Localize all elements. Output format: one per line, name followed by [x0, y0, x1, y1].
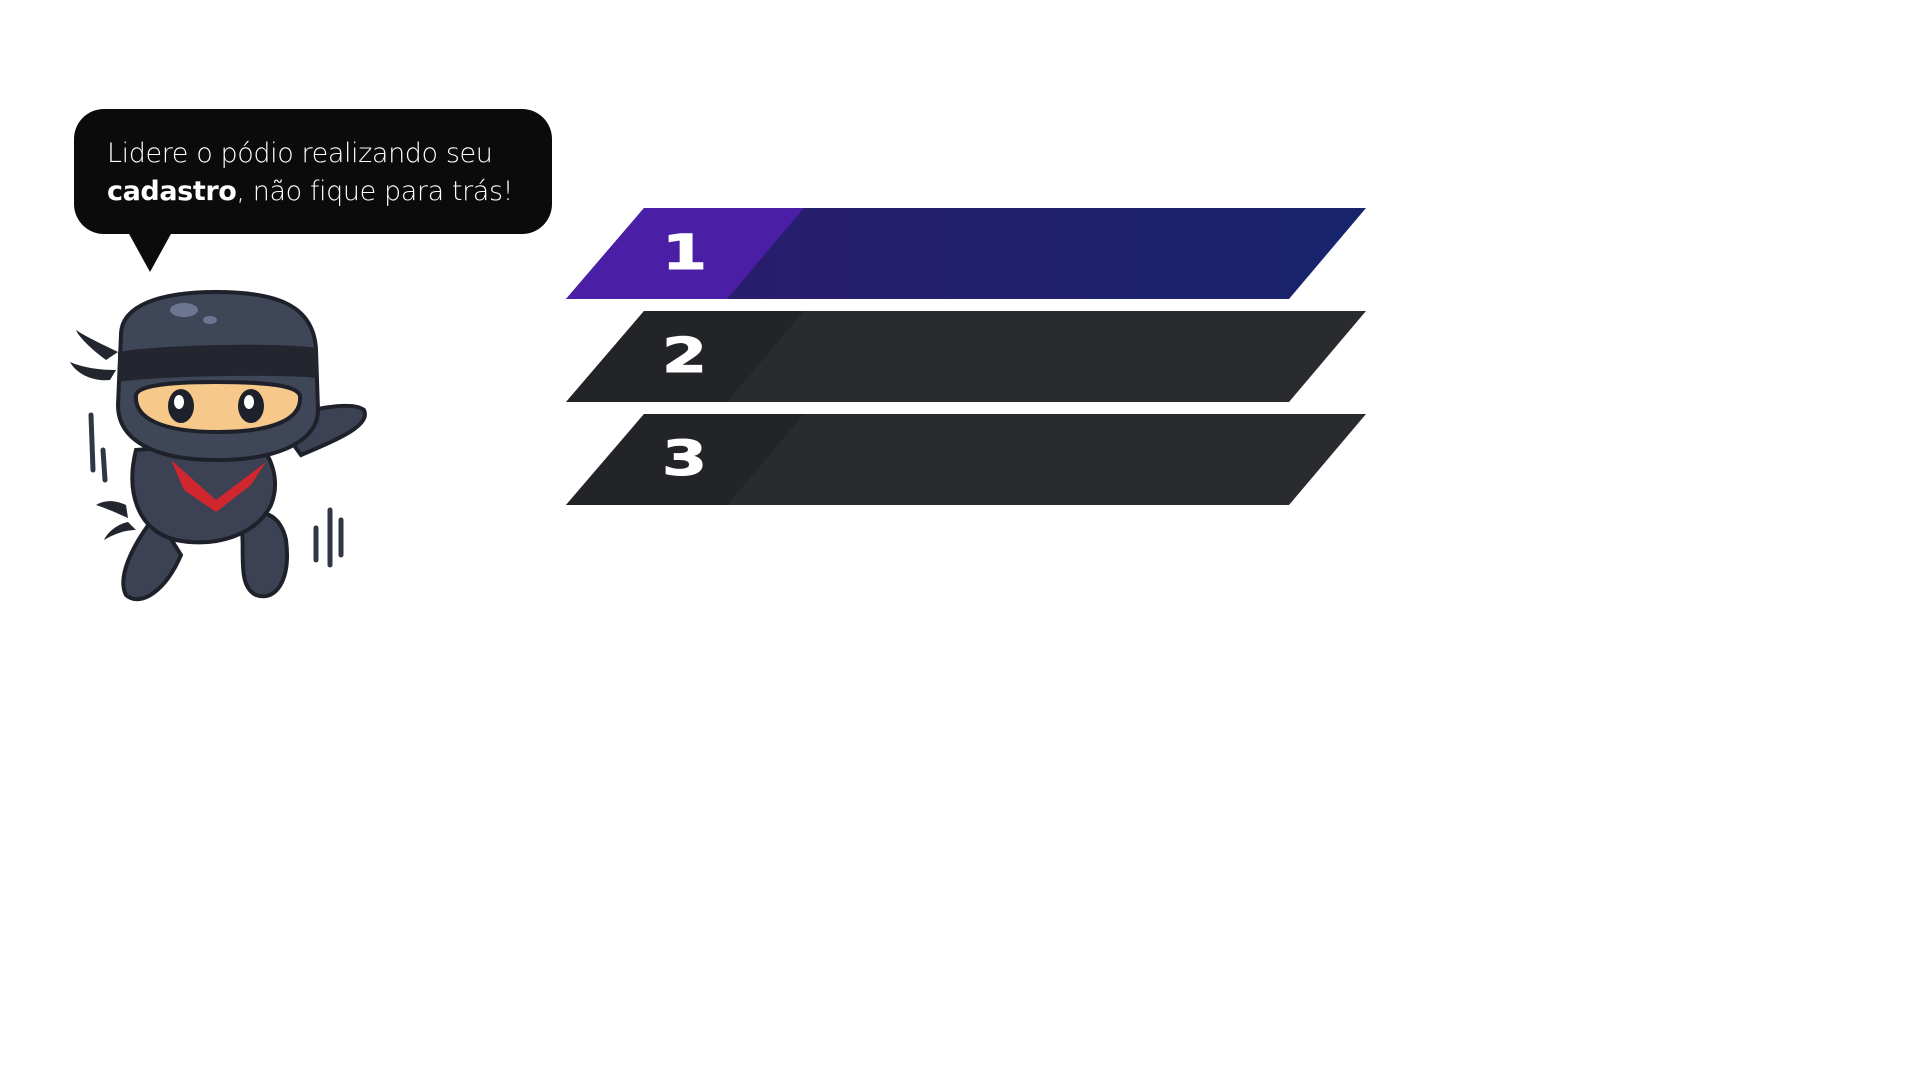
bubble-line-1: Lidere o pódio realizando seu — [107, 138, 493, 169]
podium-bar-first-shape — [566, 208, 1366, 299]
rank-number-1: 1 — [661, 225, 708, 282]
podium-bar-second: 2 — [566, 311, 1366, 402]
ninja-mascot-icon — [70, 290, 367, 602]
podium-bar-third: 3 — [566, 414, 1366, 505]
podium-bar-first: 1 — [566, 208, 1366, 299]
bubble-bold-word: cadastro — [107, 176, 237, 207]
speech-bubble-tail — [128, 232, 172, 272]
bubble-line-2: cadastro, não fique para trás! — [107, 173, 532, 211]
bubble-line-2-rest: , não fique para trás! — [236, 176, 514, 207]
speech-bubble: Lidere o pódio realizando seu cadastro, … — [74, 109, 552, 234]
rank-number-3: 3 — [661, 431, 708, 488]
podium-bar-second-shape — [566, 311, 1366, 402]
podium-ranking: 1 2 3 — [566, 208, 1366, 508]
podium-bar-third-shape — [566, 414, 1366, 505]
rank-number-2: 2 — [661, 328, 708, 385]
